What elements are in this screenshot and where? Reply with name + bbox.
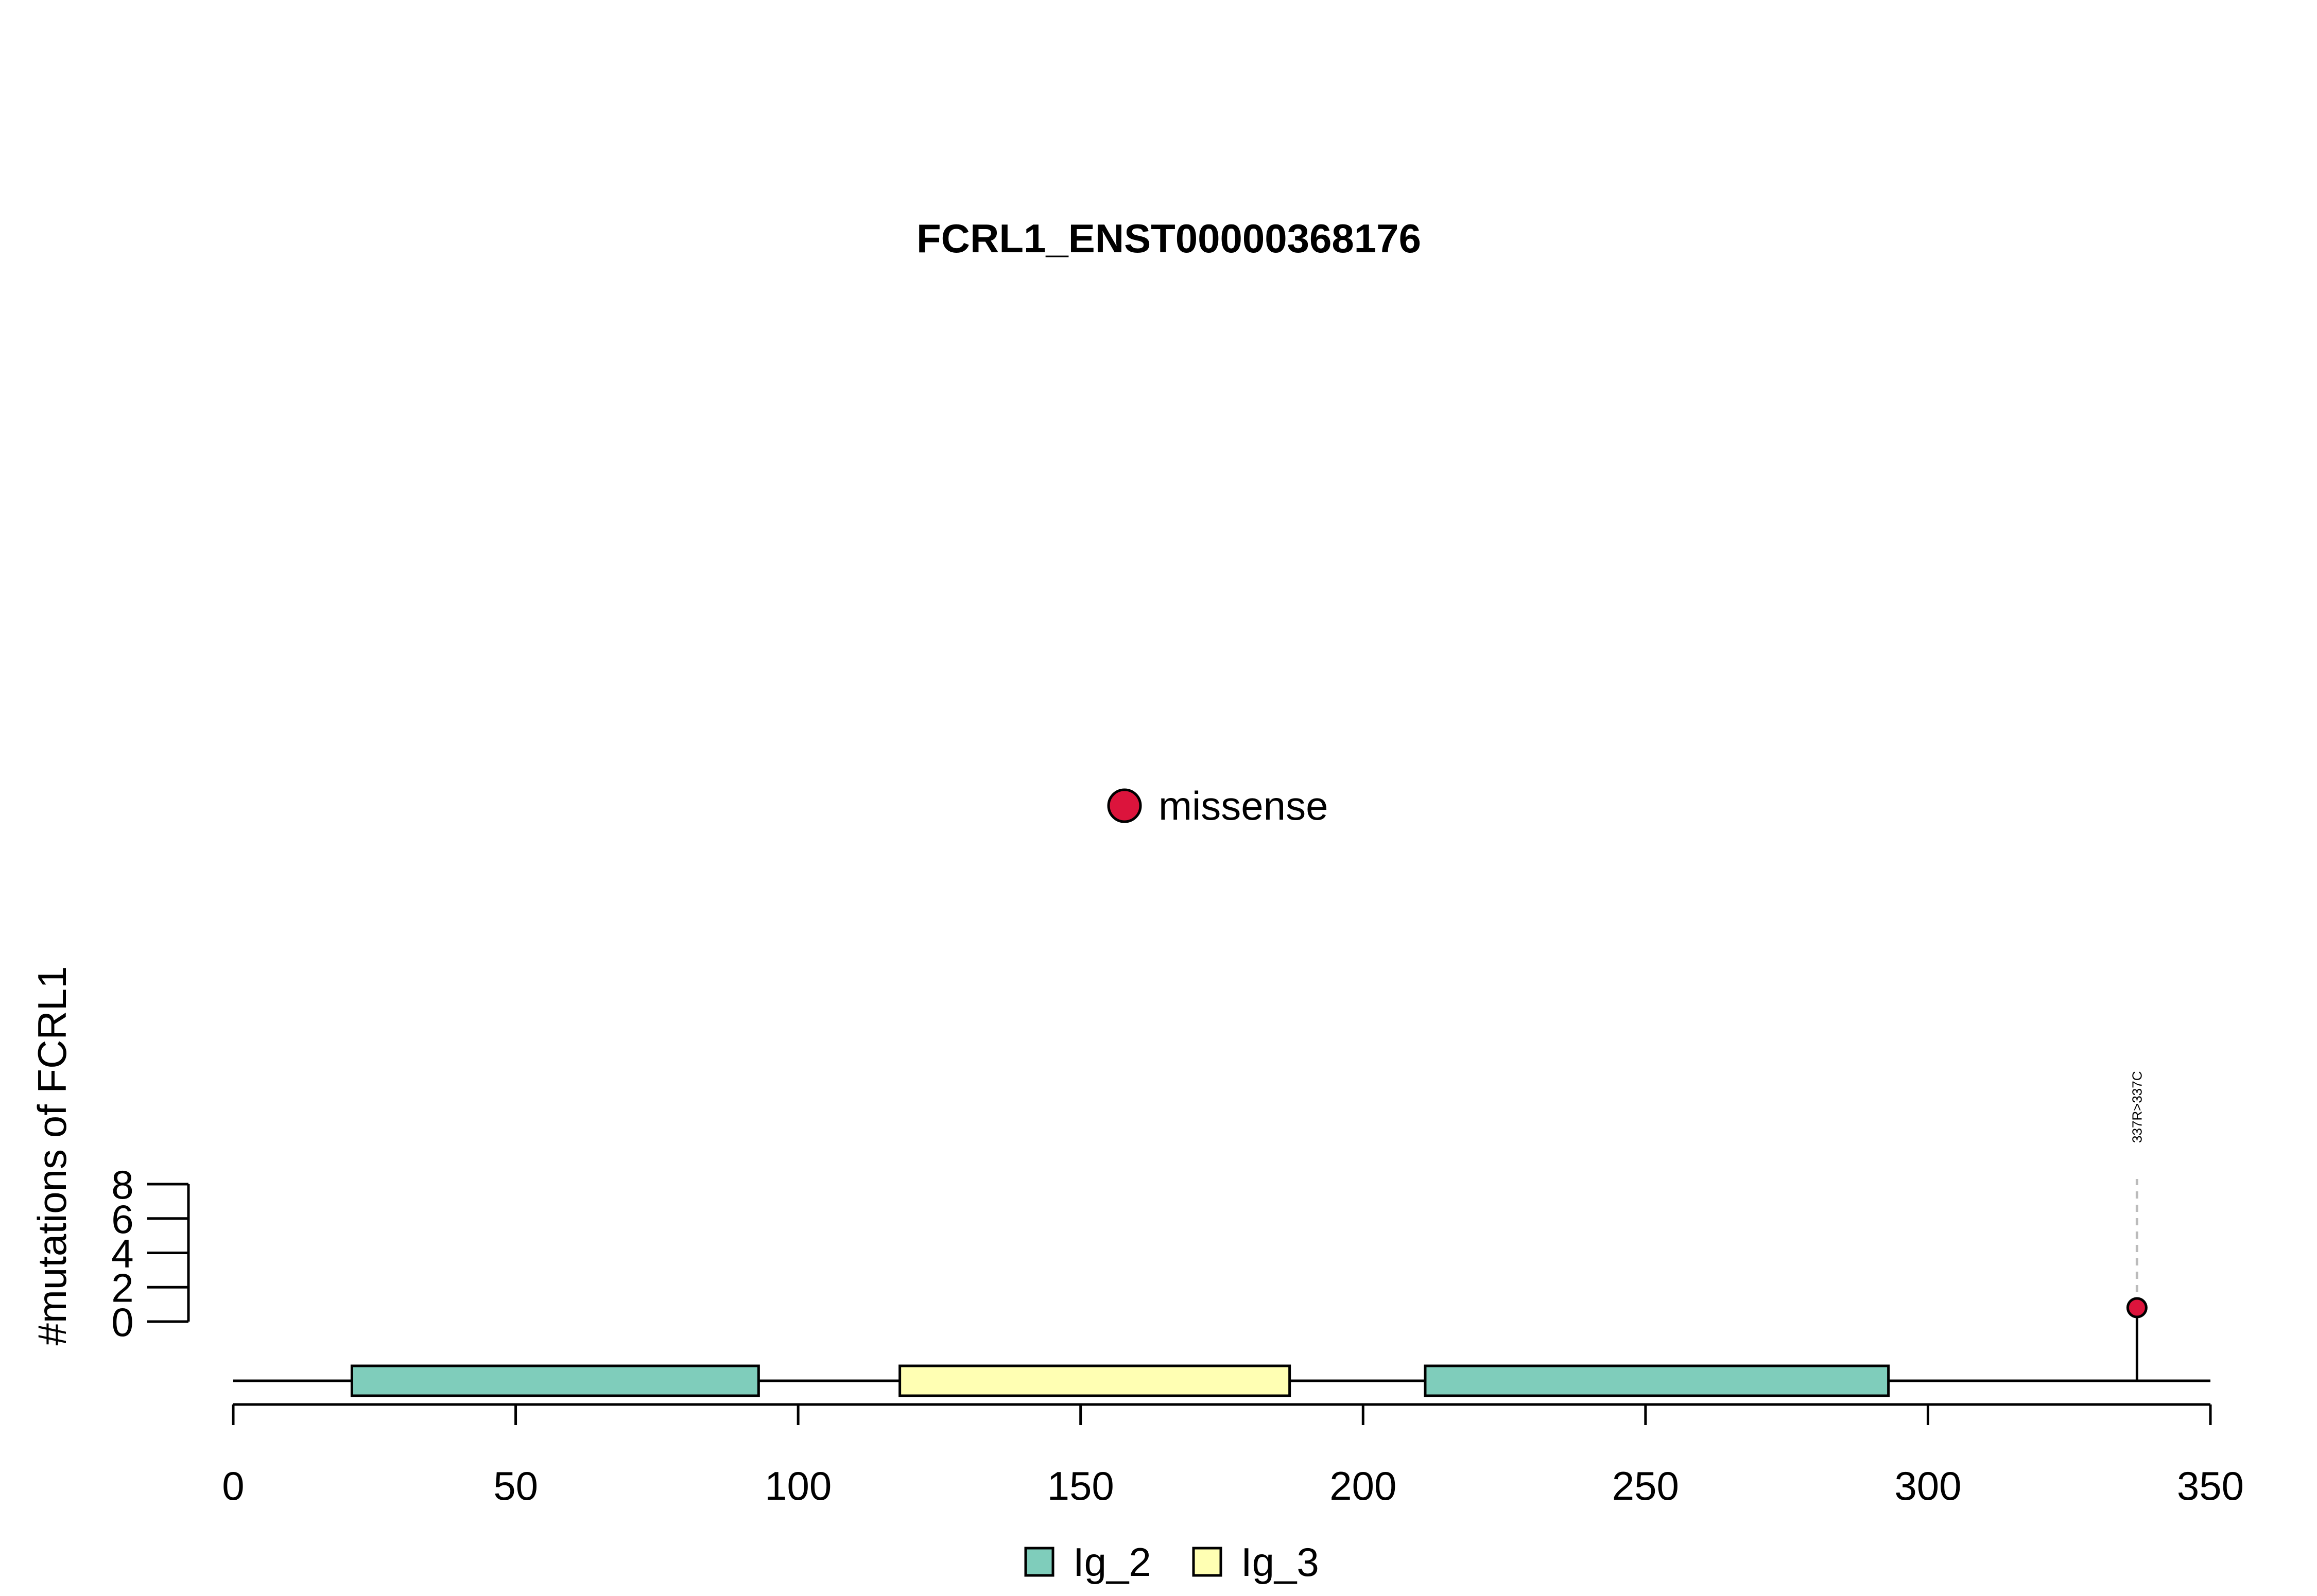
y-tick-label-2: 2 [111,1265,133,1310]
y-tick-label-4: 4 [111,1231,133,1276]
x-tick-label-100: 100 [765,1463,832,1508]
mutation-label-1: 337R>337C [2129,1071,2145,1143]
y-tick-label-0: 0 [111,1299,133,1345]
y-axis-title: #mutations of FCRL1 [29,966,75,1345]
y-tick-label-6: 6 [111,1196,133,1242]
mutation-point-1 [2126,1297,2148,1319]
x-tick-label-300: 300 [1894,1463,1961,1508]
domain-legend-label-Ig_3: Ig_3 [1241,1539,1319,1585]
mutation-type-legend: missense [1107,783,1328,828]
x-tick-label-150: 150 [1047,1463,1114,1508]
domain-legend: Ig_2 Ig_3 [1024,1539,1319,1585]
domain-Ig_2-1 [350,1364,760,1397]
x-axis: 0 50 100 150 200 250 300 350 [222,1403,2244,1508]
x-tick-label-350: 350 [2177,1463,2244,1508]
legend-label-missense: missense [1158,783,1328,828]
x-tick-label-0: 0 [222,1463,244,1508]
domain-Ig_2-3 [1424,1364,1890,1397]
domain-legend-swatch-Ig_2 [1024,1547,1054,1577]
y-tick-label-8: 8 [111,1162,133,1207]
x-tick-label-250: 250 [1612,1463,1679,1508]
domain-legend-swatch-Ig_3 [1192,1547,1222,1577]
x-tick-label-50: 50 [493,1463,538,1508]
domain-Ig_3-2 [898,1364,1291,1397]
mutation-lollipops: 337R>337C [2126,1071,2148,1381]
x-tick-label-200: 200 [1329,1463,1396,1508]
legend-marker-missense [1107,788,1142,823]
domain-legend-label-Ig_2: Ig_2 [1073,1539,1151,1585]
protein-track [233,1364,2210,1397]
chart-title: FCRL1_ENST00000368176 [917,216,1421,261]
